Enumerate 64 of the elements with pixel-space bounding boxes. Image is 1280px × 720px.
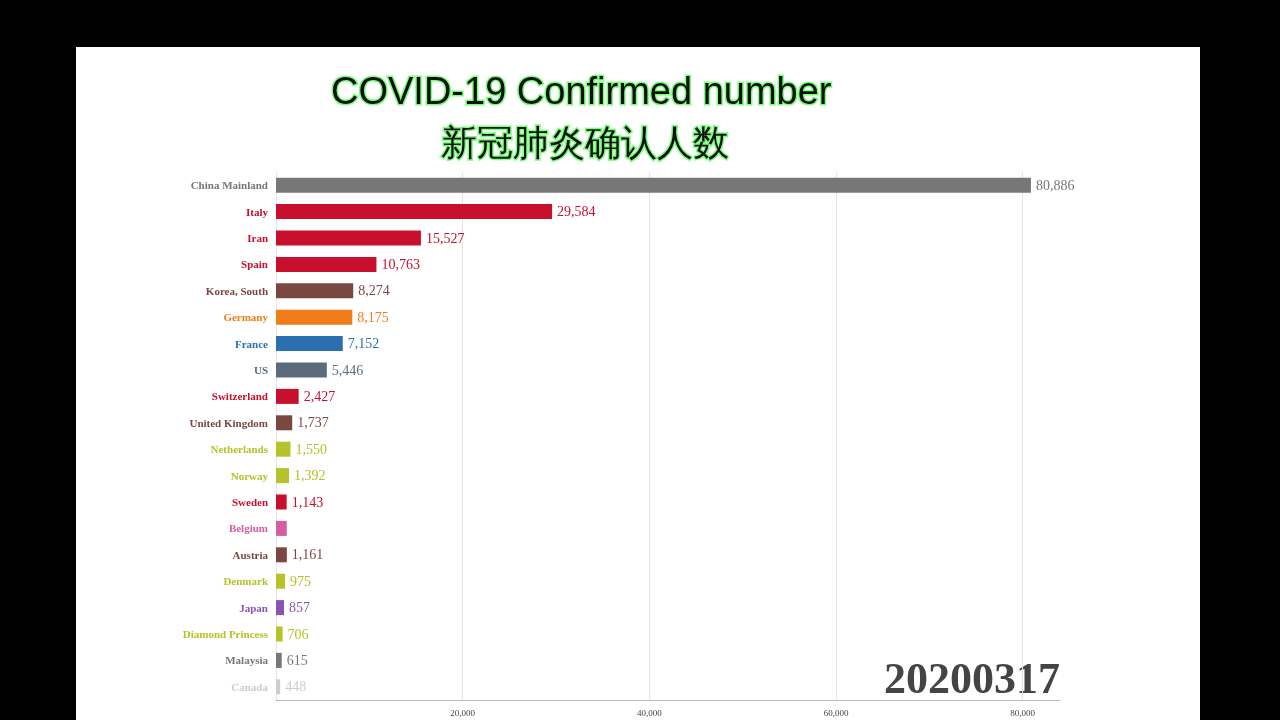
bar — [276, 441, 291, 457]
data-label: 80,886 — [1035, 177, 1075, 193]
x-tick-label: 80,000 — [1010, 707, 1036, 718]
chart-subtitle: 新冠肺炎确认人数 — [441, 121, 729, 163]
bar — [276, 362, 327, 378]
bar — [276, 415, 293, 431]
data-label: 1,143 — [291, 494, 324, 510]
bar — [276, 600, 284, 616]
y-tick-label: Italy — [246, 205, 269, 218]
bar — [276, 256, 377, 272]
y-tick-label: Korea, South — [205, 284, 268, 297]
y-tick-label: Norway — [230, 469, 269, 482]
bar — [276, 652, 282, 668]
data-label: 15,527 — [425, 230, 465, 246]
bar — [276, 468, 289, 484]
y-tick-label: France — [235, 337, 269, 350]
bar — [276, 230, 421, 246]
y-tick-label: China Mainland — [190, 179, 268, 192]
y-tick-label: US — [253, 364, 268, 376]
data-label: 2,427 — [303, 388, 336, 404]
bar — [276, 494, 287, 510]
bar — [276, 388, 299, 404]
data-label: 615 — [286, 652, 308, 668]
chart-title: COVID-19 Confirmed number — [331, 70, 832, 112]
y-tick-label: Belgium — [228, 522, 268, 535]
y-tick-label: Germany — [223, 311, 269, 324]
bar — [276, 309, 353, 325]
data-label: 7,152 — [347, 336, 380, 352]
data-label: 10,763 — [381, 256, 420, 272]
data-label: 5,446 — [331, 362, 364, 378]
y-tick-label: Iran — [247, 232, 268, 244]
data-label: 8,175 — [357, 309, 389, 325]
y-tick-label: Austria — [232, 548, 269, 561]
bar — [276, 177, 1031, 193]
bar — [276, 204, 553, 220]
y-tick-label: Netherlands — [210, 443, 269, 456]
bar — [276, 547, 287, 563]
data-label: 29,584 — [557, 204, 596, 220]
data-label: 1,550 — [295, 441, 327, 457]
y-tick-label: Switzerland — [211, 390, 268, 403]
y-tick-label: Sweden — [231, 496, 268, 508]
x-tick-label: 60,000 — [823, 707, 849, 718]
y-tick-label: Japan — [239, 601, 268, 614]
bar — [276, 336, 343, 352]
y-tick-label: Spain — [241, 258, 268, 271]
y-tick-label: United Kingdom — [189, 416, 268, 429]
data-label: 8,274 — [358, 283, 390, 299]
bar — [276, 573, 286, 589]
bar — [276, 679, 281, 695]
bar — [276, 283, 354, 299]
data-label: 1,161 — [291, 547, 324, 563]
data-label: 975 — [290, 573, 312, 589]
data-label: 706 — [287, 626, 309, 642]
y-tick-label: Denmark — [223, 575, 269, 588]
y-tick-label: Malaysia — [225, 654, 269, 667]
data-label: 1,737 — [297, 415, 329, 431]
bar — [276, 520, 287, 536]
x-tick-label: 40,000 — [636, 707, 663, 718]
bar — [276, 626, 283, 642]
data-label: 857 — [289, 600, 310, 616]
x-tick-label: 20,000 — [450, 707, 476, 718]
y-tick-label: Diamond Princess — [182, 628, 269, 640]
data-label: 1,392 — [293, 468, 326, 484]
annotation: 20200317 — [884, 653, 1060, 703]
